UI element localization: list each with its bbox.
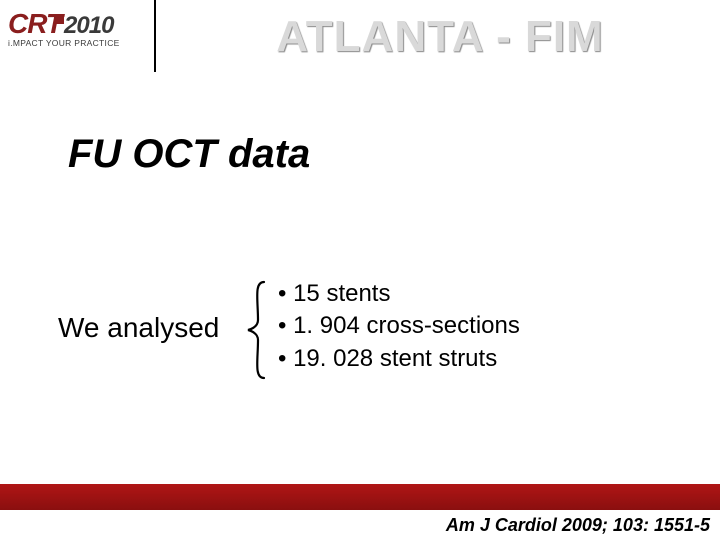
event-logo: CRT 2010 i.MPACT YOUR PRACTICE (8, 8, 148, 48)
analysed-label: We analysed (58, 312, 219, 344)
bullet-text: 15 stents (293, 280, 390, 307)
logo-crt-text: CRT (8, 8, 62, 40)
citation-text: Am J Cardiol 2009; 103: 1551-5 (446, 515, 710, 536)
list-item: • 1. 904 cross-sections (278, 310, 520, 342)
bullet-text: 19. 028 stent struts (293, 345, 497, 372)
list-item: • 19. 028 stent struts (278, 343, 520, 375)
footer-accent-bar (0, 484, 720, 510)
bullet-text: 1. 904 cross-sections (293, 312, 520, 339)
header-divider (154, 0, 156, 72)
logo-top-row: CRT 2010 (8, 8, 148, 40)
logo-year-text: 2010 (64, 12, 113, 40)
analysis-bullets: • 15 stents • 1. 904 cross-sections • 19… (278, 278, 520, 375)
curly-brace-icon (244, 280, 272, 380)
list-item: • 15 stents (278, 278, 520, 310)
slide-title: ATLANTA - FIM (180, 12, 700, 62)
slide-subtitle: FU OCT data (68, 132, 310, 177)
